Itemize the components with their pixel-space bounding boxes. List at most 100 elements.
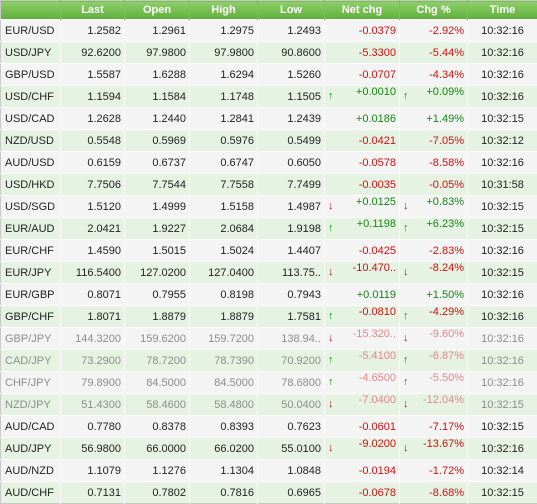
header-high[interactable]: High <box>190 1 258 20</box>
currency-pair[interactable]: USD/JPY <box>1 42 61 64</box>
table-row[interactable]: GBP/USD 1.5587 1.6288 1.6294 1.5260 -0.0… <box>1 64 537 86</box>
arrow-up-icon: ↑ <box>328 372 334 393</box>
currency-pair[interactable]: AUD/CAD <box>1 416 61 438</box>
last-price: 0.7131 <box>61 482 125 504</box>
table-row[interactable]: EUR/USD 1.2582 1.2961 1.2975 1.2493 -0.0… <box>1 20 537 42</box>
table-row[interactable]: GBP/CHF 1.8071 1.8879 1.8879 1.7581 ↑-0.… <box>1 306 537 328</box>
table-row[interactable]: EUR/JPY 116.5400 127.0200 127.0400 113.7… <box>1 262 537 284</box>
last-price: 7.7506 <box>61 174 125 196</box>
table-row[interactable]: AUD/JPY 56.9800 66.0000 66.0200 55.0100 … <box>1 438 537 460</box>
change-percent-value: -7.05% <box>429 135 464 147</box>
high-price: 1.1748 <box>190 86 258 108</box>
change-percent-value: -9.60% <box>429 328 464 340</box>
quote-time: 10:32:16 <box>468 42 537 64</box>
net-change: -0.0578 <box>325 152 400 174</box>
open-price: 97.9800 <box>125 42 190 64</box>
currency-pair[interactable]: NZD/USD <box>1 130 61 152</box>
last-price: 2.0421 <box>61 218 125 240</box>
change-percent-value: +6.23% <box>426 218 464 230</box>
table-row[interactable]: USD/HKD 7.7506 7.7544 7.7558 7.7499 -0.0… <box>1 174 537 196</box>
last-price: 1.5587 <box>61 64 125 86</box>
currency-pair[interactable]: EUR/CHF <box>1 240 61 262</box>
currency-pair[interactable]: AUD/CHF <box>1 482 61 504</box>
open-price: 58.4600 <box>125 394 190 416</box>
currency-pair[interactable]: USD/HKD <box>1 174 61 196</box>
currency-pair[interactable]: AUD/JPY <box>1 438 61 460</box>
last-price: 1.4590 <box>61 240 125 262</box>
open-price: 127.0200 <box>125 262 190 284</box>
table-row[interactable]: EUR/AUD 2.0421 1.9227 2.0684 1.9198 ↑+0.… <box>1 218 537 240</box>
low-price: 0.5499 <box>258 130 325 152</box>
change-percent: -1.72% <box>400 460 468 482</box>
header-low[interactable]: Low <box>258 1 325 20</box>
currency-pair[interactable]: NZD/JPY <box>1 394 61 416</box>
table-row[interactable]: USD/CHF 1.1594 1.1584 1.1748 1.1505 ↑+0.… <box>1 86 537 108</box>
low-price: 138.94.. <box>258 328 325 350</box>
table-row[interactable]: AUD/CHF 0.7131 0.7802 0.7816 0.6965 -0.0… <box>1 482 537 504</box>
change-percent-value: -4.34% <box>429 69 464 81</box>
currency-pair[interactable]: USD/SGD <box>1 196 61 218</box>
quote-time: 10:32:16 <box>468 152 537 174</box>
header-last[interactable]: Last <box>61 1 125 20</box>
last-price: 0.5548 <box>61 130 125 152</box>
header-net-change[interactable]: Net chg <box>325 1 400 20</box>
high-price: 127.0400 <box>190 262 258 284</box>
high-price: 58.4800 <box>190 394 258 416</box>
currency-pair[interactable]: AUD/USD <box>1 152 61 174</box>
high-price: 0.5976 <box>190 130 258 152</box>
table-row[interactable]: USD/CAD 1.2628 1.2440 1.2841 1.2439 +0.0… <box>1 108 537 130</box>
high-price: 1.1304 <box>190 460 258 482</box>
low-price: 90.8600 <box>258 42 325 64</box>
currency-pair[interactable]: USD/CAD <box>1 108 61 130</box>
open-price: 1.2961 <box>125 20 190 42</box>
quote-time: 10:32:15 <box>468 262 537 284</box>
table-row[interactable]: GBP/JPY 144.3200 159.6200 159.7200 138.9… <box>1 328 537 350</box>
arrow-down-icon: ↓ <box>328 328 334 349</box>
change-percent-value: +0.09% <box>426 86 464 98</box>
last-price: 0.7780 <box>61 416 125 438</box>
open-price: 84.5000 <box>125 372 190 394</box>
open-price: 1.9227 <box>125 218 190 240</box>
net-change: -0.0421 <box>325 130 400 152</box>
table-row[interactable]: CAD/JPY 73.2900 78.7200 78.7390 70.9200 … <box>1 350 537 372</box>
table-row[interactable]: AUD/NZD 1.1079 1.1276 1.1304 1.0848 -0.0… <box>1 460 537 482</box>
net-change-value: -7.0400 <box>359 394 396 406</box>
table-row[interactable]: AUD/USD 0.6159 0.6737 0.6747 0.6050 -0.0… <box>1 152 537 174</box>
quote-time: 10:32:16 <box>468 86 537 108</box>
currency-pair[interactable]: GBP/USD <box>1 64 61 86</box>
net-change: ↓+0.0125 <box>325 196 400 218</box>
net-change-value: -0.0194 <box>359 465 396 477</box>
currency-pair[interactable]: EUR/AUD <box>1 218 61 240</box>
currency-pair[interactable]: AUD/NZD <box>1 460 61 482</box>
currency-pair[interactable]: CHF/JPY <box>1 372 61 394</box>
change-percent-value: -2.83% <box>429 245 464 257</box>
high-price: 97.9800 <box>190 42 258 64</box>
table-row[interactable]: AUD/CAD 0.7780 0.8378 0.8393 0.7623 -0.0… <box>1 416 537 438</box>
currency-pair[interactable]: CAD/JPY <box>1 350 61 372</box>
quote-time: 10:32:16 <box>468 372 537 394</box>
net-change-value: -0.0678 <box>359 487 396 499</box>
currency-pair[interactable]: GBP/JPY <box>1 328 61 350</box>
table-row[interactable]: CHF/JPY 79.8900 84.5000 84.5000 78.6800 … <box>1 372 537 394</box>
table-row[interactable]: NZD/USD 0.5548 0.5969 0.5976 0.5499 -0.0… <box>1 130 537 152</box>
currency-pair[interactable]: EUR/GBP <box>1 284 61 306</box>
table-row[interactable]: USD/JPY 92.6200 97.9800 97.9800 90.8600 … <box>1 42 537 64</box>
table-row[interactable]: EUR/CHF 1.4590 1.5015 1.5024 1.4407 -0.0… <box>1 240 537 262</box>
change-percent: -8.68% <box>400 482 468 504</box>
open-price: 0.6737 <box>125 152 190 174</box>
net-change-value: -5.4100 <box>359 350 396 362</box>
high-price: 0.6747 <box>190 152 258 174</box>
net-change: ↑+0.1198 <box>325 218 400 240</box>
header-open[interactable]: Open <box>125 1 190 20</box>
table-row[interactable]: EUR/GBP 0.8071 0.7955 0.8198 0.7943 +0.0… <box>1 284 537 306</box>
header-change-percent[interactable]: Chg % <box>400 1 468 20</box>
currency-pair[interactable]: USD/CHF <box>1 86 61 108</box>
currency-pair[interactable]: EUR/USD <box>1 20 61 42</box>
header-symbol[interactable] <box>1 1 61 20</box>
currency-pair[interactable]: EUR/JPY <box>1 262 61 284</box>
currency-pair[interactable]: GBP/CHF <box>1 306 61 328</box>
table-row[interactable]: USD/SGD 1.5120 1.4999 1.5158 1.4987 ↓+0.… <box>1 196 537 218</box>
table-row[interactable]: NZD/JPY 51.4300 58.4600 58.4800 50.0400 … <box>1 394 537 416</box>
header-time[interactable]: Time <box>468 1 537 20</box>
